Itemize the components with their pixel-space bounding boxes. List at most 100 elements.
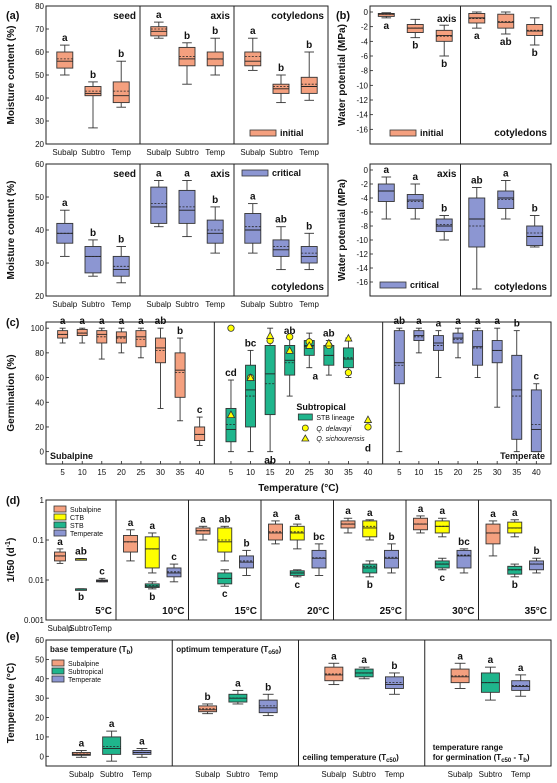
panel-c-sp1-box-7-letter: d: [365, 444, 371, 455]
panel-b-ytick-label-0: -16: [356, 125, 368, 134]
panel-d-legend-label-subalpine: Subalpine: [70, 507, 101, 514]
panel-c-sp1-xtick-label-4: 25: [305, 468, 314, 477]
panel-e-sp3-box-0-letter: a: [457, 651, 463, 662]
panel-a2-ytick-label-0: 20: [35, 292, 44, 301]
panel-a2-axis-box-0-box: [150, 186, 168, 224]
panel-d-sp6-box-1-letter: a: [512, 508, 518, 519]
panel-d-legend-swatch-subtropical: [53, 521, 67, 529]
panel-c-sp1-box-6-q-sichourensis-point: [344, 333, 353, 342]
panel-a2-cotyledons-box-2-box: [300, 246, 318, 264]
panel-a-legend-swatch: [249, 129, 277, 137]
panel-c-ytick-label-3: 60: [35, 374, 44, 383]
panel-e-sp0-box-0-letter: a: [79, 738, 85, 749]
panel-c-ytick-label-2: 40: [35, 398, 44, 407]
panel-e-sp1-box-1-letter: a: [235, 678, 241, 689]
panel-d-temp-label-6: 35°C: [525, 606, 547, 617]
panel-b2-ytick-label-2: -12: [356, 250, 368, 259]
panel-c-sp2-box-0-box: [393, 330, 405, 385]
panel-a2-sp1-xtick-label-2: Temp: [205, 300, 225, 309]
panel-a-ytick-label-1: 30: [35, 117, 44, 126]
panel-c-sp2-box-4-letter: a: [475, 316, 481, 327]
panel-d-sp4-box-3-letter: b: [388, 532, 394, 543]
panel-d-sp6-box-0-box: [485, 523, 501, 545]
panel-b2-ytick-label-5: -6: [361, 208, 369, 217]
panel-d-legend-swatch-temperate: [53, 529, 67, 537]
panel-b-legend-swatch: [389, 129, 417, 137]
panel-e-ytick-label-0: 0: [40, 752, 45, 761]
panel-d-legend-label-temperate: Temperate: [70, 531, 103, 538]
panel-a2-ytick-label-2: 40: [35, 226, 44, 235]
panel-c-ytick-label-4: 80: [35, 349, 44, 358]
panel-d-sp0-box-0-box: [54, 551, 66, 562]
panel-c-legend-q-delavayi-label: Q. delavayi: [316, 426, 351, 433]
panel-c-sp2-xtick-label-7: 40: [532, 468, 541, 477]
panel-a-cotyledons-box-0-box: [244, 51, 262, 67]
panel-a-seed-1-letter: b: [90, 70, 96, 81]
panel-c-sp0-xtick-label-1: 10: [78, 468, 87, 477]
panel-a2-ytick-label-4: 60: [35, 160, 44, 169]
panel-e-legend-swatch-subalpine: [51, 659, 65, 667]
panel-c-sp2-box-1-letter: a: [416, 316, 422, 327]
panel-a-ytick-label-2: 40: [35, 94, 44, 103]
panel-c-sp0-xtick-label-6: 35: [176, 468, 185, 477]
panel-c-sp0-xtick-label-4: 25: [136, 468, 145, 477]
panel-c-sp0-box-5-letter: ab: [155, 316, 167, 327]
panel-c-sp0-xtick-label-2: 15: [97, 468, 106, 477]
panel-c-sp0-xtick-label-3: 20: [117, 468, 126, 477]
panel-d-sp6-box-3-letter: b: [533, 546, 539, 557]
panel-b2-cotyledons-1-letter: a: [503, 169, 509, 180]
panel-e-sp2-xtick-label-2: Temp: [385, 770, 405, 779]
panel-e-sp1-box-0-letter: b: [205, 692, 211, 703]
panel-d-sp1-box-2-letter: b: [149, 592, 155, 603]
panel-e-legend-label-subtropical: Subtropical: [68, 669, 103, 676]
panel-a-ytick-label-6: 80: [35, 2, 44, 11]
panel-d-ytick-label-2: 0.1: [33, 536, 45, 545]
panel-c-sp1-box-0-box: [225, 407, 237, 443]
panel-d-sp6-box-0-letter: a: [490, 509, 496, 520]
panel-a2-seed-1-letter: b: [90, 228, 96, 239]
panel-b2-ytick-label-6: -4: [361, 194, 369, 203]
panel-e-sp1-xtick-label-1: Subtro: [226, 770, 250, 779]
panel-c-sp1-box-1-q-sichourensis-point: [246, 373, 255, 381]
panel-c-sp0-box-6-letter: b: [177, 326, 183, 337]
panel-c-tag: (c): [6, 317, 20, 329]
panel-a2-legend-label: critical: [272, 168, 301, 178]
panel-d-sp3-box-3-box: [311, 549, 327, 569]
panel-c-legend-q-sichourensis-marker: [301, 434, 310, 442]
panel-b2-subtitle-axis: axis: [437, 169, 457, 180]
panel-c-sp2-box-7-letter: c: [534, 372, 540, 383]
panel-c-sp1-box-0-letter: cd: [225, 368, 237, 379]
panel-c-sp1-box-7-q-sichourensis-point: [363, 415, 373, 423]
panel-d-sp3-box-3-letter: bc: [313, 532, 325, 543]
panel-b-legend-label: initial: [420, 128, 444, 138]
panel-c-sp2-xtick-label-5: 30: [493, 468, 502, 477]
panel-a2-sp0-xtick-label-2: Temp: [111, 300, 131, 309]
panel-c-sp1-box-5-letter: ab: [323, 329, 335, 340]
panel-b2-ytick-label-0: -16: [356, 278, 368, 287]
panel-d-sp0-xtick-label-0: Subalp: [48, 624, 73, 633]
panel-e-ytick-label-2: 20: [35, 714, 44, 723]
panel-e-subtitle-3-line2: for germination (Tc50 - Tb): [433, 753, 530, 764]
panel-c-temperate-tag: Temperate: [500, 451, 545, 461]
panel-e-sp0-xtick-label-1: Subtro: [100, 770, 124, 779]
panel-a-sp0-xtick-label-2: Temp: [111, 148, 131, 157]
panel-a-subtitle-axis: axis: [211, 11, 231, 22]
panel-d-frame: [45, 499, 552, 621]
panel-c-sp2-box-0-letter: ab: [393, 316, 405, 327]
panel-b2-ytick-label-3: -10: [356, 236, 368, 245]
panel-e-legend-label-temperate: Temperate: [68, 677, 101, 684]
panel-c-sp1-box-2-q-sichourensis-point: [265, 331, 275, 339]
panel-a2-sp0-xtick-label-0: Subalp: [52, 300, 77, 309]
panel-d-sp2-box-2-letter: c: [222, 589, 228, 600]
panel-d-sp1-box-3-box: [166, 567, 182, 578]
panel-a2-cotyledons-box-1-box: [272, 239, 290, 257]
panel-c-sp1-xtick-label-1: 10: [246, 468, 255, 477]
panel-b2-ytick-label-7: -2: [361, 180, 369, 189]
panel-a-cotyledons-1-letter: b: [278, 63, 284, 74]
panel-c-sp1-box-1-letter: bc: [245, 338, 257, 349]
panel-a2-sp1-xtick-label-1: Subtro: [175, 300, 199, 309]
panel-a-tag: (a): [6, 10, 20, 22]
panel-e-sp0-xtick-label-0: Subalp: [69, 770, 94, 779]
panel-e-legend-swatch-temperate: [51, 675, 65, 683]
